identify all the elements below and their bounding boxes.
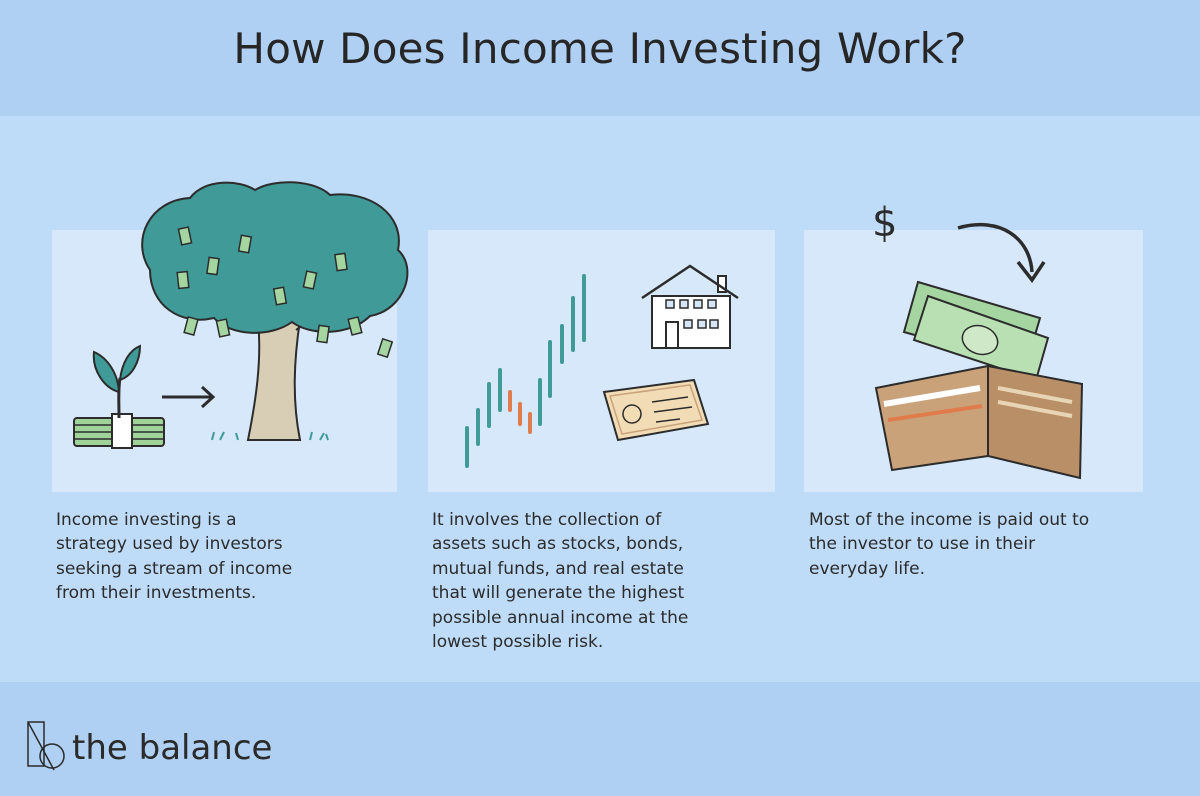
footer-band: [0, 682, 1200, 796]
step-3-caption: Most of the income is paid out to the in…: [809, 510, 1090, 579]
the-balance-logo-icon: [27, 721, 65, 771]
brand-name: the balance: [72, 728, 273, 768]
step-1-panel: [52, 230, 397, 492]
step-1-caption: Income investing is a strategy used by i…: [56, 510, 293, 604]
step-3-panel: [804, 230, 1143, 492]
step-2-panel: [428, 230, 775, 492]
step-2-caption: It involves the collection of assets suc…: [432, 510, 689, 653]
page-title: How Does Income Investing Work?: [233, 24, 967, 73]
header-band: [0, 0, 1200, 116]
